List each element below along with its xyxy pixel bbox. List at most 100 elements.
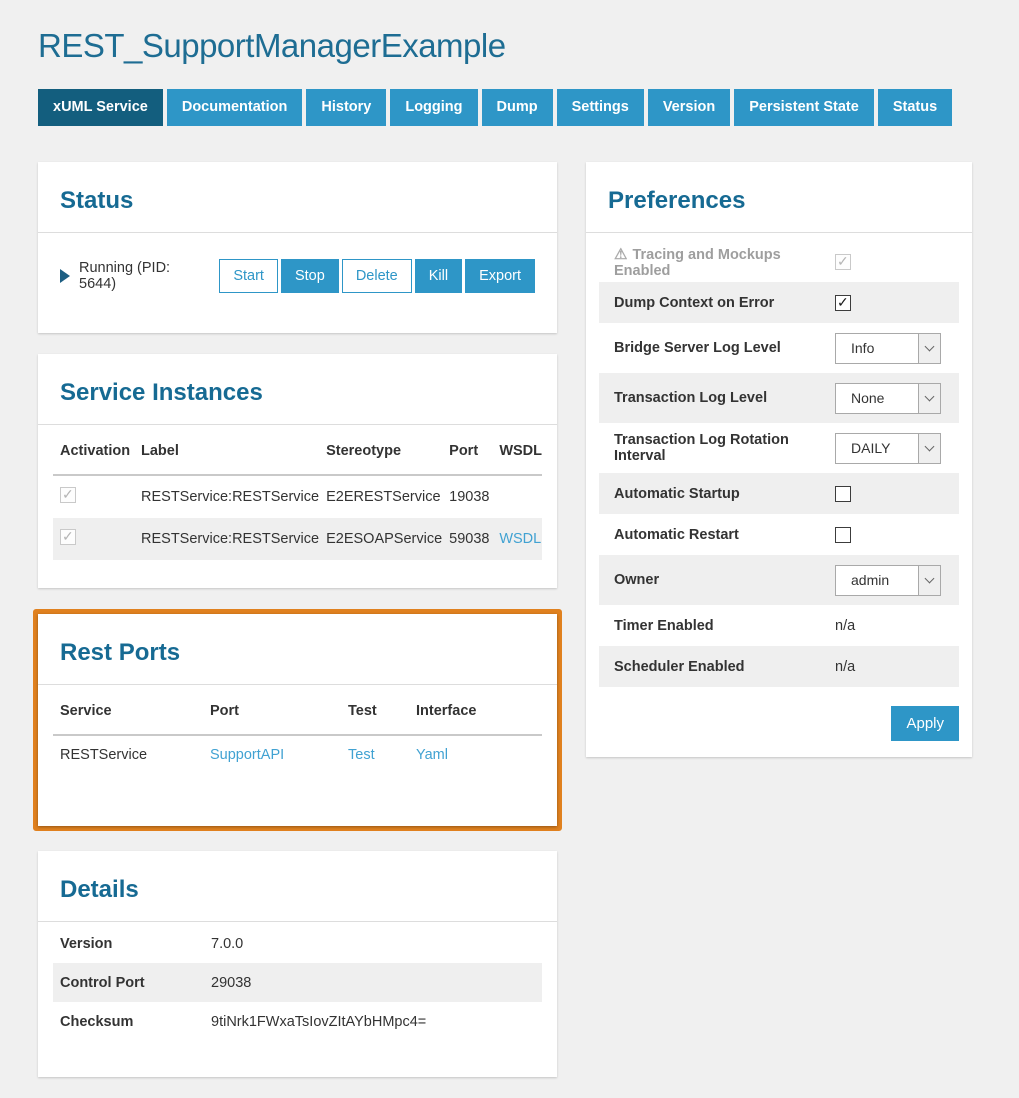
- chevron-down-icon: [918, 383, 940, 413]
- service-instances-panel-header: Service Instances: [38, 354, 557, 425]
- pref-label-automatic-startup: Automatic Startup: [614, 485, 740, 502]
- automatic-startup-checkbox[interactable]: [835, 485, 851, 502]
- detail-label: Control Port: [60, 974, 145, 991]
- column-header-wsdl: WSDL: [492, 427, 542, 476]
- details-panel: Details Version 7.0.0 Control Port 29038 Che…: [38, 851, 557, 1077]
- pref-label-dump-context-on-error: Dump Context on Error: [614, 294, 775, 311]
- details-heading: Details: [60, 876, 139, 903]
- service-instances-panel: Service Instances Activation Label Stereot…: [38, 354, 557, 588]
- rest-ports-table: Service Port Test Interface RESTService Supp…: [53, 687, 542, 774]
- status-panel-header: Status: [38, 162, 557, 233]
- test-link[interactable]: Test: [348, 747, 375, 763]
- pref-control: None: [835, 382, 946, 414]
- apply-row: Apply: [586, 687, 972, 757]
- detail-row-control-port: Control Port 29038: [53, 963, 542, 1002]
- column-header-test: Test: [341, 687, 409, 736]
- owner-select[interactable]: admin: [835, 564, 941, 596]
- detail-row-checksum: Checksum 9tiNrk1FWxaTsIovZItAYbHMpc4=: [53, 1002, 542, 1041]
- pref-row-transaction-log-level: Transaction Log Level None: [599, 373, 959, 423]
- tab-settings[interactable]: Settings: [556, 89, 644, 126]
- pref-row-automatic-startup: Automatic Startup: [599, 473, 959, 514]
- owner-select-value: admin: [851, 572, 890, 588]
- pref-label-timer-enabled: Timer Enabled: [614, 617, 714, 634]
- kill-button[interactable]: Kill: [414, 259, 463, 293]
- pref-control: n/a: [835, 659, 946, 675]
- pref-label-transaction-log-level: Transaction Log Level: [614, 390, 768, 406]
- label-cell: RESTService:RESTService: [134, 518, 320, 560]
- pref-row-owner: Owner admin: [599, 555, 959, 605]
- port-link[interactable]: SupportAPI: [210, 747, 285, 763]
- wsdl-cell: [492, 475, 542, 518]
- column-header-interface: Interface: [409, 687, 542, 736]
- right-column: Preferences ⚠ Tracing and Mockups Enabled…: [586, 162, 972, 778]
- transaction-log-level-select[interactable]: None: [835, 382, 941, 414]
- tab-dump[interactable]: Dump: [481, 89, 553, 126]
- tab-history[interactable]: History: [306, 89, 387, 126]
- pref-control: [835, 253, 946, 270]
- status-heading: Status: [60, 187, 134, 214]
- pref-row-tracing-and-mockups-enabled: ⚠ Tracing and Mockups Enabled: [599, 241, 959, 282]
- column-header-stereotype: Stereotype: [319, 427, 443, 476]
- transaction-log-level-select-value: None: [851, 390, 885, 406]
- column-header-activation: Activation: [53, 427, 135, 476]
- tab-documentation[interactable]: Documentation: [166, 89, 303, 126]
- wsdl-link[interactable]: WSDL: [499, 531, 542, 547]
- dump-context-on-error-checkbox[interactable]: [835, 294, 851, 311]
- chevron-down-icon: [918, 333, 940, 363]
- pref-row-transaction-log-rotation-interval: Transaction Log Rotation Interval DAILY: [599, 423, 959, 473]
- warning-icon: ⚠: [614, 245, 628, 263]
- interface-link[interactable]: Yaml: [416, 747, 448, 763]
- delete-button[interactable]: Delete: [341, 259, 412, 293]
- column-header-port: Port: [442, 427, 493, 476]
- pref-row-bridge-server-log-level: Bridge Server Log Level Info: [599, 323, 959, 373]
- pref-control: DAILY: [835, 432, 946, 464]
- tab-persistent-state[interactable]: Persistent State: [734, 89, 874, 126]
- page-title: REST_SupportManagerExample: [38, 27, 506, 64]
- table-row: RESTService:RESTServiceE2ESOAPService590…: [53, 518, 542, 560]
- port-cell: 19038: [449, 489, 490, 505]
- pref-control: [835, 485, 946, 502]
- start-button[interactable]: Start: [219, 259, 278, 293]
- export-button[interactable]: Export: [465, 259, 535, 293]
- pref-label-owner: Owner: [614, 572, 660, 588]
- activation-checkbox: [60, 486, 76, 503]
- test-cell: Test: [341, 735, 409, 774]
- detail-label: Version: [60, 935, 113, 952]
- tab-logging[interactable]: Logging: [390, 89, 478, 126]
- detail-value: 29038: [211, 974, 252, 991]
- pref-row-automatic-restart: Automatic Restart: [599, 514, 959, 555]
- play-icon: [60, 269, 70, 283]
- stop-button[interactable]: Stop: [280, 259, 339, 293]
- detail-label: Checksum: [60, 1013, 134, 1030]
- tracing-and-mockups-enabled-checkbox: [835, 253, 851, 270]
- preferences-body: ⚠Tracing and Mockups Enabled Dump Context…: [586, 233, 972, 687]
- scheduler-enabled-value: n/a: [835, 658, 856, 675]
- tab-xuml-service[interactable]: xUML Service: [38, 89, 163, 126]
- stereotype-cell: E2ERESTService: [326, 489, 441, 505]
- status-running-text: Running (PID: 5644): [79, 260, 171, 292]
- chevron-down-icon: [918, 433, 940, 463]
- pref-label-scheduler-enabled: Scheduler Enabled: [614, 658, 745, 675]
- stereotype-cell: E2ESOAPService: [319, 518, 443, 560]
- pref-control: [835, 294, 946, 311]
- label-cell: RESTService:RESTService: [141, 489, 320, 505]
- left-column: Status Running (PID: 5644) Start Stop Dele…: [33, 162, 562, 1098]
- column-header-service: Service: [53, 687, 203, 736]
- rest-ports-highlight-border: Rest Ports Service Port Test Interface REST…: [33, 609, 562, 831]
- activation-cell: [53, 518, 135, 560]
- content-columns: Status Running (PID: 5644) Start Stop Dele…: [33, 162, 1019, 1098]
- bridge-server-log-level-select[interactable]: Info: [835, 332, 941, 364]
- transaction-log-rotation-interval-select[interactable]: DAILY: [835, 432, 941, 464]
- chevron-down-icon: [918, 565, 940, 595]
- automatic-restart-checkbox[interactable]: [835, 526, 851, 543]
- port-cell: SupportAPI: [203, 735, 341, 774]
- preferences-panel-header: Preferences: [586, 162, 972, 233]
- pref-label-transaction-log-rotation-interval: Transaction Log Rotation Interval: [614, 432, 789, 464]
- tab-status[interactable]: Status: [877, 89, 953, 126]
- service-instances-heading: Service Instances: [60, 379, 263, 406]
- port-cell: 59038: [442, 518, 493, 560]
- apply-button[interactable]: Apply: [891, 706, 959, 741]
- tab-version[interactable]: Version: [647, 89, 731, 126]
- transaction-log-rotation-interval-select-value: DAILY: [851, 440, 891, 456]
